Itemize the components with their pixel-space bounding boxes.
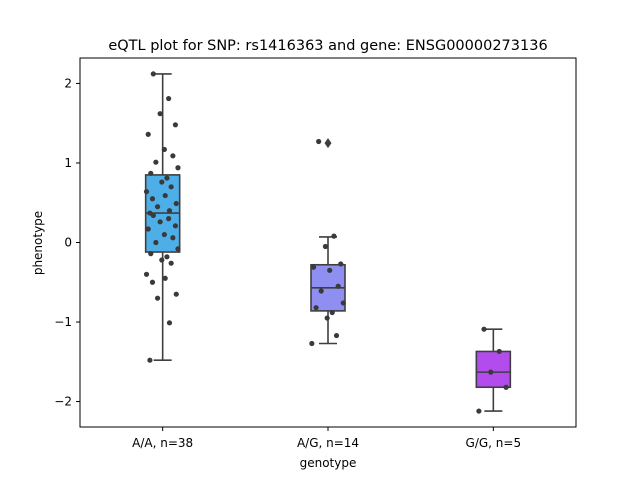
data-point [164, 175, 170, 181]
y-tick-label: 1 [64, 156, 72, 170]
data-point [313, 305, 319, 311]
data-point [168, 184, 174, 190]
data-point [145, 226, 151, 232]
data-point [154, 204, 161, 210]
data-point [166, 320, 173, 326]
data-point [166, 95, 172, 102]
data-point [329, 309, 335, 316]
data-point [310, 264, 317, 270]
x-tick-label: G/G, n=5 [466, 436, 522, 450]
data-point [488, 369, 494, 375]
x-tick-label: A/A, n=38 [132, 436, 193, 450]
y-axis: −2 −1 0 1 2 [54, 76, 80, 409]
data-point [172, 223, 179, 229]
data-point [309, 340, 315, 347]
x-tick-label: A/G, n=14 [297, 436, 359, 450]
data-point [150, 212, 156, 219]
data-point [166, 208, 173, 214]
data-point [481, 326, 487, 332]
data-point [149, 279, 156, 285]
data-point [166, 216, 172, 222]
data-point [503, 384, 509, 390]
y-tick-label: 2 [64, 76, 72, 90]
data-point [175, 246, 181, 252]
plot-body [143, 71, 512, 414]
data-point [159, 179, 165, 185]
data-point [145, 131, 151, 137]
data-point [318, 288, 324, 294]
chart-title: eQTL plot for SNP: rs1416363 and gene: E… [108, 38, 547, 54]
y-tick-label: 0 [64, 236, 72, 250]
data-point [161, 231, 167, 238]
box-group [475, 328, 512, 412]
data-point [170, 153, 176, 159]
data-point [170, 235, 176, 241]
point-group [143, 71, 181, 363]
data-point [148, 251, 154, 257]
data-point [143, 189, 150, 195]
data-point [154, 295, 161, 301]
box [475, 350, 512, 389]
point-group [309, 138, 346, 347]
data-point [335, 283, 341, 289]
data-point [173, 200, 179, 207]
data-point [175, 165, 181, 171]
data-point [340, 300, 346, 306]
data-point [147, 357, 153, 363]
y-tick-label: −1 [54, 315, 72, 329]
box-group [310, 138, 346, 345]
data-point [150, 71, 156, 77]
data-point [162, 192, 168, 199]
data-point [162, 275, 168, 281]
data-point [173, 291, 179, 297]
data-point [153, 239, 159, 246]
point-group [476, 326, 509, 414]
data-point [476, 408, 482, 414]
data-point [333, 332, 340, 339]
outlier-marker [324, 138, 332, 149]
data-point [143, 271, 150, 277]
data-point [157, 219, 163, 225]
data-point [148, 170, 154, 176]
y-axis-label: phenotype [31, 211, 45, 275]
data-point [157, 111, 163, 117]
x-axis: A/A, n=38 A/G, n=14 G/G, n=5 [132, 427, 521, 450]
data-point [149, 196, 156, 202]
data-point [164, 254, 170, 260]
data-point [322, 243, 329, 250]
y-tick-label: −2 [54, 395, 72, 409]
data-point [338, 261, 344, 267]
data-point [324, 315, 330, 321]
data-point [331, 233, 337, 239]
data-point [172, 122, 179, 128]
data-point [168, 260, 174, 266]
data-point [327, 267, 333, 273]
data-point [159, 257, 165, 263]
data-point [316, 138, 322, 145]
data-point [153, 159, 159, 165]
x-axis-label: genotype [300, 456, 357, 470]
data-point [496, 348, 502, 355]
box-group [144, 73, 181, 361]
data-point [161, 146, 167, 153]
